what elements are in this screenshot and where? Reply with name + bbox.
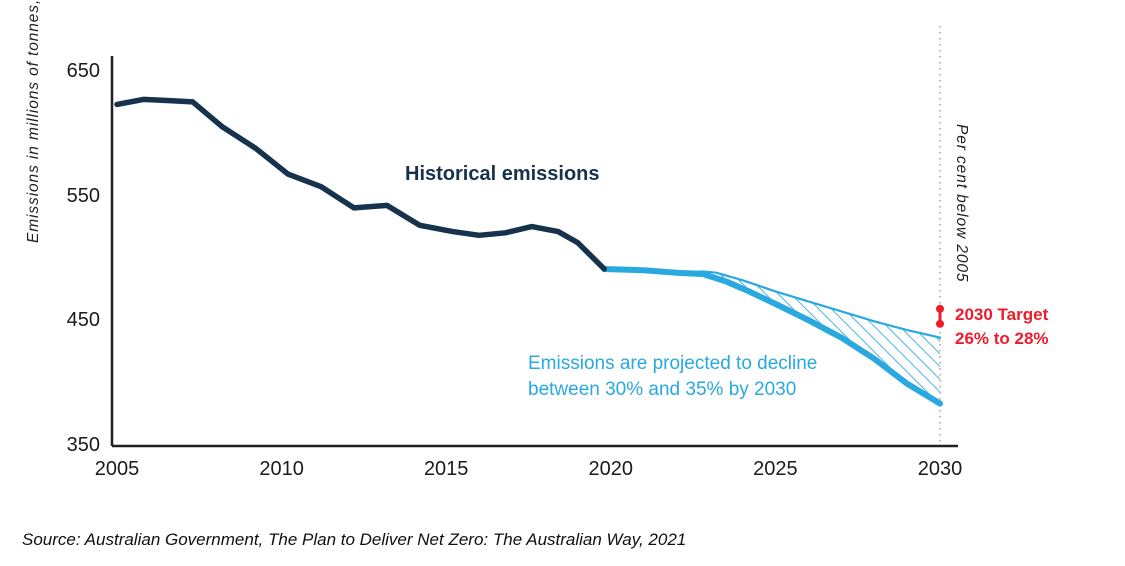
target-annotation-line1: 2030 Target bbox=[955, 305, 1049, 324]
plot-area: 350 450 550 650 2005 2010 2015 2020 2025 2030 Emi… bbox=[25, 0, 1049, 480]
y-tick-label-350: 350 bbox=[66, 434, 100, 456]
source-citation: Source: Australian Government, The Plan … bbox=[22, 530, 687, 549]
target-upper-dot bbox=[936, 304, 944, 313]
projection-lower-line bbox=[601, 265, 943, 407]
chart-canvas bbox=[110, 26, 958, 448]
target-lower-dot bbox=[936, 319, 944, 328]
y-tick-label-450: 450 bbox=[66, 309, 100, 332]
x-tick-label-2030: 2030 bbox=[917, 458, 963, 480]
target-annotation-line2: 26% to 28% bbox=[955, 329, 1049, 348]
y-tick-label-650: 650 bbox=[66, 60, 100, 82]
x-tick-label-2025: 2025 bbox=[753, 458, 798, 480]
projection-annotation-line2: between 30% and 35% by 2030 bbox=[528, 379, 797, 400]
x-tick-label-2020: 2020 bbox=[588, 458, 634, 480]
projection-range-hatch bbox=[604, 268, 940, 404]
x-tick-label-2015: 2015 bbox=[423, 458, 469, 480]
y-tick-label-550: 550 bbox=[66, 184, 100, 207]
x-tick-label-2005: 2005 bbox=[94, 458, 140, 480]
historical-emissions-label: Historical emissions bbox=[405, 163, 600, 185]
historical-line bbox=[114, 96, 607, 272]
projection-annotation-line1: Emissions are projected to decline bbox=[528, 353, 818, 374]
target-annotation: 2030 Target 26% to 28% bbox=[955, 303, 1049, 351]
x-tick-label-2010: 2010 bbox=[259, 458, 304, 480]
projection-annotation: Emissions are projected to decline betwe… bbox=[528, 351, 817, 403]
